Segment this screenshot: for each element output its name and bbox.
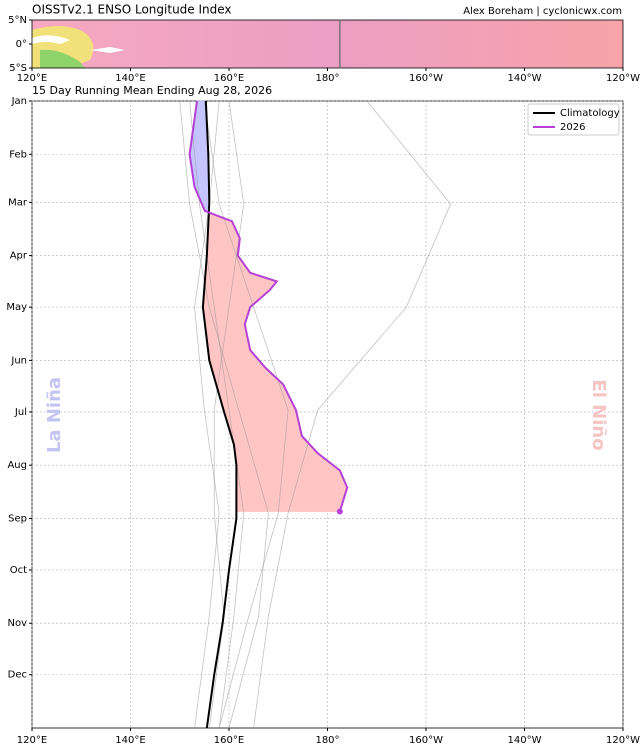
y-tick-label: Mar <box>8 197 28 208</box>
x-tick-label: 120°E <box>17 73 47 84</box>
anomaly-fill <box>203 281 278 291</box>
sst-map <box>32 20 623 68</box>
map-tick-label: 5°S <box>9 63 27 74</box>
history-line <box>253 100 452 729</box>
map-land <box>40 49 85 68</box>
series-line <box>201 100 238 729</box>
x-tick-label: 160°W <box>409 735 443 746</box>
x-tick-label: 140°W <box>508 735 542 746</box>
y-tick-label: Feb <box>9 149 27 160</box>
credit: Alex Boreham | cyclonicwx.com <box>463 6 622 17</box>
y-tick-label: Oct <box>10 565 27 576</box>
map-tick-label: 5°N <box>8 15 27 26</box>
y-tick-label: Nov <box>7 618 27 629</box>
legend-label: 2026 <box>560 122 585 133</box>
anomaly-fill <box>210 366 284 385</box>
x-tick-label: 140°E <box>115 735 145 746</box>
x-tick-label: 120°W <box>606 735 640 746</box>
map-land <box>32 35 70 44</box>
x-tick-label: 160°E <box>214 73 244 84</box>
anomaly-fill <box>223 409 303 437</box>
map-land <box>90 47 125 53</box>
annotation: El Niño <box>588 379 609 450</box>
x-tick-label: 120°E <box>17 735 47 746</box>
x-tick-label: 180° <box>315 735 339 746</box>
y-tick-label: Dec <box>8 670 27 681</box>
anomaly-fill <box>234 452 341 471</box>
anomaly-fill <box>204 324 251 351</box>
legend-label: Climatology <box>560 108 620 119</box>
y-tick-label: Jun <box>10 355 27 366</box>
history-line <box>189 100 245 729</box>
x-tick-label: 160°W <box>409 73 443 84</box>
x-tick-label: 140°E <box>115 73 145 84</box>
x-tick-label: 180° <box>315 73 339 84</box>
anomaly-fill <box>206 238 241 256</box>
x-tick-label: 120°W <box>606 73 640 84</box>
chart-title: OISSTv2.1 ENSO Longitude Index <box>32 3 232 17</box>
map-tick-label: 0° <box>16 39 27 50</box>
series-line <box>188 100 349 512</box>
history-line <box>203 100 289 729</box>
y-tick-label: Aug <box>7 460 27 471</box>
y-tick-label: Jul <box>14 407 27 418</box>
y-tick-label: Apr <box>10 251 28 262</box>
anomaly-fill <box>236 470 348 488</box>
history-line <box>179 100 269 729</box>
y-tick-label: May <box>6 302 27 313</box>
y-tick-label: Sep <box>8 513 27 524</box>
y-tick-label: Jan <box>11 96 27 107</box>
x-tick-label: 160°E <box>214 735 244 746</box>
x-tick-label: 140°W <box>508 73 542 84</box>
subtitle: 15 Day Running Mean Ending Aug 28, 2026 <box>32 84 272 97</box>
annotation: La Niña <box>44 377 65 453</box>
end-marker <box>336 508 343 515</box>
